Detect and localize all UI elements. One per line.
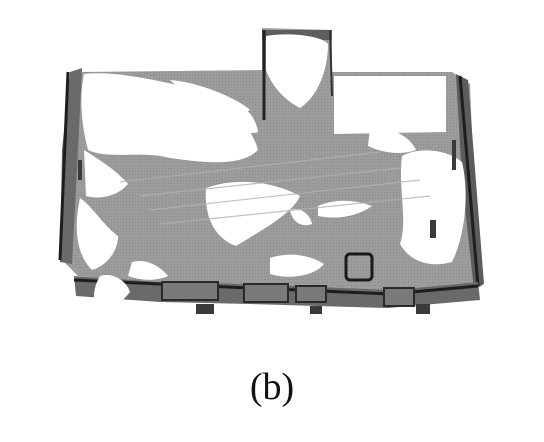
scan-artifacts <box>78 140 456 314</box>
unscanned-regions <box>76 34 466 314</box>
figure-caption: (b) <box>249 366 295 408</box>
point-cloud-map <box>58 28 484 314</box>
doorway <box>344 252 374 282</box>
